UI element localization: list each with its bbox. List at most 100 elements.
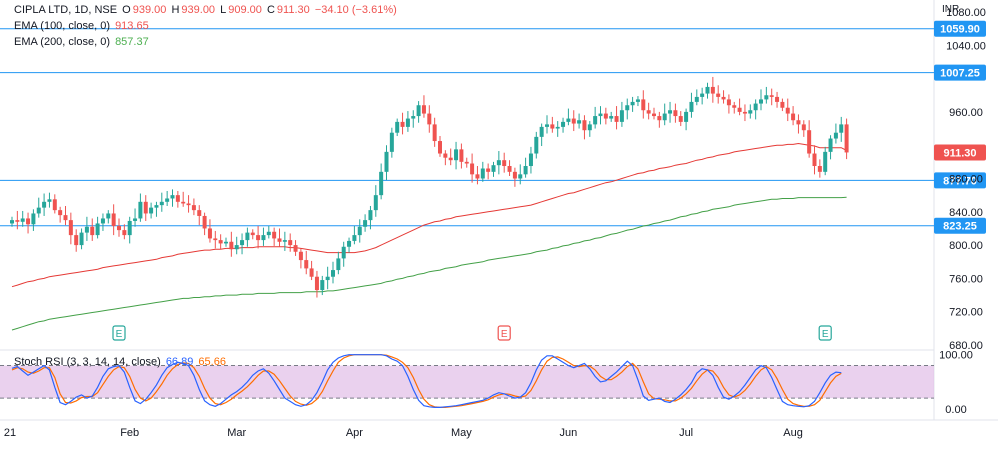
candle-body	[384, 151, 389, 172]
candle-body	[635, 99, 640, 102]
ema100-label: EMA (100, close, 0)	[14, 20, 110, 32]
last-price-label: 911.30	[943, 147, 976, 159]
candle-body	[213, 238, 218, 241]
candle-body	[716, 93, 721, 97]
candle-body	[550, 124, 555, 129]
price-tick-label: 680.00	[949, 340, 983, 352]
candle-body	[379, 171, 384, 196]
earnings-marker-label: E	[501, 329, 508, 340]
candle-body	[646, 110, 651, 114]
candle-body	[90, 226, 95, 236]
candle-body	[106, 213, 111, 219]
candle-body	[705, 86, 710, 94]
candle-body	[438, 141, 442, 154]
candle-body	[207, 228, 212, 239]
candle-body	[58, 210, 63, 216]
high-label: H	[171, 4, 180, 16]
candle-body	[427, 113, 432, 125]
candle-body	[400, 121, 405, 127]
candle-body	[357, 226, 362, 236]
candle-body	[432, 124, 437, 142]
price-tick-label: 880.00	[949, 174, 983, 186]
candle-body	[796, 120, 801, 125]
candle-body	[609, 116, 614, 119]
candle-body	[662, 113, 667, 121]
candle-body	[31, 213, 36, 225]
candle-body	[149, 207, 154, 214]
time-tick-label: Feb	[120, 427, 139, 439]
time-tick-label: Mar	[227, 427, 246, 439]
candle-body	[352, 235, 357, 241]
candle-body	[47, 199, 52, 202]
candle-body	[566, 118, 571, 122]
hline-price-tag	[934, 217, 986, 234]
candle-body	[304, 260, 309, 269]
candle-body	[480, 168, 485, 179]
candlestick-series	[10, 76, 849, 298]
candle-body	[42, 201, 47, 208]
candle-body	[256, 235, 261, 241]
candle-body	[202, 215, 207, 229]
stoch-k-value: 66.89	[165, 356, 194, 368]
ema200-label: EMA (200, close, 0)	[14, 36, 110, 48]
ema100-value: 913.65	[115, 20, 149, 32]
candle-body	[133, 218, 138, 221]
hline-price-tag	[934, 64, 986, 81]
candle-body	[577, 120, 582, 124]
candle-body	[678, 116, 683, 122]
candle-body	[571, 118, 576, 124]
candle-body	[737, 107, 742, 112]
price-tick-label: 800.00	[949, 240, 983, 252]
candle-body	[314, 276, 319, 291]
candle-body	[138, 201, 143, 219]
candle-body	[336, 258, 341, 271]
candle-body	[844, 124, 849, 153]
candle-body	[10, 220, 14, 224]
low-value: 909.00	[228, 4, 262, 16]
time-axis[interactable]: 21 Feb Mar Apr May Jun Jul Aug	[4, 427, 803, 439]
stoch-tick-label: 100.00	[939, 350, 973, 362]
time-tick-label: 21	[4, 427, 16, 439]
candle-body	[630, 101, 635, 106]
candle-body	[732, 105, 737, 108]
candle-body	[561, 121, 566, 127]
ema100-legend: EMA (100, close, 0) 913.65	[14, 20, 151, 32]
candle-body	[464, 161, 469, 164]
candle-body	[261, 235, 266, 241]
candle-body	[389, 132, 394, 152]
candle-body	[534, 136, 539, 154]
candle-body	[272, 231, 277, 239]
candle-body	[684, 111, 689, 122]
candle-body	[416, 105, 421, 117]
time-tick-label: Jul	[679, 427, 693, 439]
earnings-marker	[497, 325, 511, 341]
candle-body	[266, 231, 271, 236]
candle-body	[528, 153, 533, 167]
candle-body	[598, 113, 603, 117]
horizontal-lines[interactable]	[0, 28, 934, 227]
candle-body	[454, 149, 459, 161]
price-tick-label: 1080.00	[946, 7, 986, 19]
candle-body	[331, 270, 335, 277]
candle-body	[828, 138, 833, 152]
candle-body	[154, 205, 159, 208]
candle-body	[673, 110, 678, 117]
candle-body	[282, 240, 287, 242]
candle-body	[79, 232, 84, 246]
candle-body	[593, 116, 598, 125]
earnings-marker-label: E	[822, 329, 829, 340]
candle-body	[694, 96, 699, 102]
price-axis[interactable]: 1059.90 1007.25 877.70 823.25 1080.00 1040.00…	[934, 7, 986, 416]
candle-body	[250, 232, 255, 236]
candle-body	[555, 126, 560, 129]
candle-body	[36, 207, 41, 214]
ema200-line	[11, 196, 847, 331]
candle-body	[801, 124, 806, 131]
candle-body	[587, 124, 592, 131]
stoch-legend: Stoch RSI (3, 3, 14, 14, close) 66.89 65…	[14, 356, 228, 368]
symbol-title: CIPLA LTD, 1D, NSE	[14, 4, 118, 16]
open-value: 939.00	[132, 4, 167, 16]
candle-body	[341, 246, 346, 259]
